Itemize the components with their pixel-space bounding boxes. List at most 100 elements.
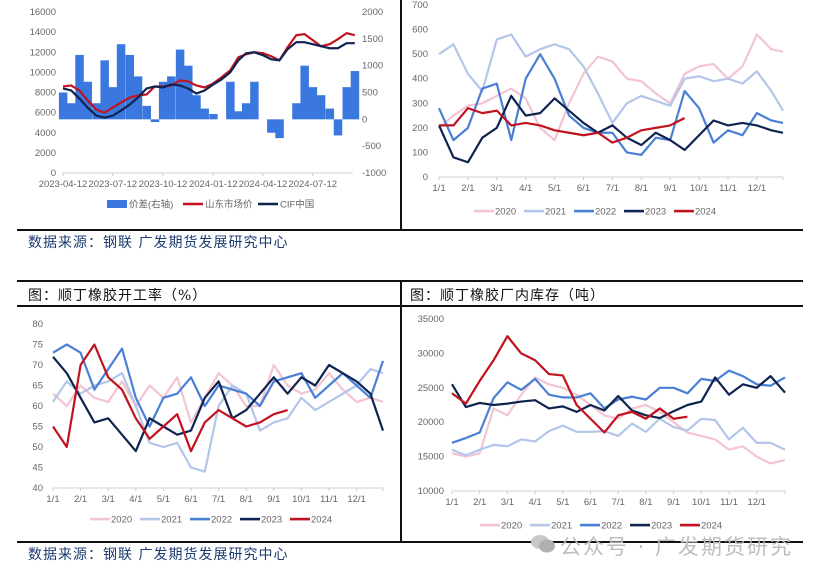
x-tick-label: 8/1 [639, 497, 652, 508]
x-tick-label: 2/1 [461, 183, 474, 194]
x-tick-label: 10/1 [690, 183, 709, 194]
spread-bar [192, 95, 201, 120]
spread-bar [250, 81, 259, 120]
legend-label: 2021 [551, 521, 572, 532]
chart-title-operating-rate: 图：顺丁橡胶开工率（%） [28, 288, 208, 304]
y-tick-label: 45 [32, 463, 43, 474]
spread-bar [275, 119, 284, 139]
series-line-2022 [437, 53, 784, 156]
x-tick-label: 2/1 [473, 497, 486, 508]
spread-bar [308, 87, 318, 120]
y-tick-label: 0 [423, 172, 428, 183]
legend-label: 2020 [501, 521, 522, 532]
legend-label: 2020 [111, 515, 132, 526]
x-tick-label: 4/1 [519, 183, 532, 194]
spread-bar [100, 60, 109, 120]
legend-swatch [290, 517, 310, 521]
spread-bar [292, 103, 301, 120]
x-tick-label: 6/1 [584, 497, 597, 508]
y-tick-label: 4000 [35, 128, 56, 139]
legend-swatch [524, 209, 544, 213]
y-tick-label: 700 [412, 0, 428, 11]
x-tick-label: 5/1 [548, 183, 561, 194]
x-tick-label: 7/1 [212, 494, 225, 505]
x-tick-label: 2024-07-12 [288, 179, 337, 190]
series-line-2021 [451, 417, 786, 457]
legend-swatch [674, 209, 694, 213]
x-tick-label: 10/1 [292, 494, 311, 505]
y-tick-label: 200 [412, 123, 428, 134]
legend-label: 2020 [495, 207, 516, 218]
x-tick-label: 9/1 [267, 494, 280, 505]
top-rule [17, 229, 803, 231]
chart-inventory: 10000 15000 20000 25000 30000 35000 1/1 2/1 3/1 4… [418, 314, 786, 532]
watermark: 公众号 · 广发期货研究 [560, 535, 794, 559]
series-line-2023 [451, 375, 786, 420]
spread-bar [234, 111, 243, 120]
series-line-2021 [438, 33, 784, 125]
legend-label: 2022 [211, 515, 232, 526]
legend-swatch [240, 517, 260, 521]
legend-swatch [474, 209, 494, 213]
legend-swatch [90, 517, 110, 521]
spread-bar [158, 81, 168, 120]
x-tick-label: 10/1 [692, 497, 711, 508]
spread-bar [316, 95, 326, 120]
y2-tick-label: -1000 [362, 168, 386, 179]
spread-bar [108, 87, 118, 120]
y-tick-label: 35000 [418, 314, 444, 325]
y-tick-label: 0 [51, 168, 56, 179]
y-tick-label: 300 [412, 98, 428, 109]
legend-swatch [107, 200, 127, 208]
x-tick-label: 11/1 [320, 494, 338, 505]
legend-label: 价差(右轴) [129, 199, 173, 211]
legend-swatch [140, 517, 160, 521]
y-tick-label: 20000 [418, 417, 444, 428]
series-line-2023 [52, 356, 385, 453]
legend-label: CIF中国 [280, 199, 314, 211]
y-tick-label: 12000 [30, 47, 56, 58]
spread-bar [167, 76, 176, 120]
y-tick-label: 70 [32, 360, 43, 371]
series-line-2020 [52, 363, 384, 424]
wechat-icon [531, 535, 555, 553]
spread-bar [241, 103, 251, 120]
series-line-CIF中国 [62, 41, 355, 119]
x-tick-label: 6/1 [577, 183, 590, 194]
spread-bar [342, 87, 352, 120]
x-tick-label: 1/1 [432, 183, 445, 194]
x-tick-label: 1/1 [445, 497, 458, 508]
spread-bar [300, 65, 309, 120]
y-tick-label: 65 [32, 381, 43, 392]
x-tick-label: 12/1 [748, 183, 767, 194]
data-source-bottom: 数据来源：钢联 广发期货发展研究中心 [28, 547, 289, 563]
y-tick-label: 80 [32, 319, 43, 330]
x-tick-label: 1/1 [46, 494, 59, 505]
y-tick-label: 2000 [35, 148, 56, 159]
spread-bar [350, 71, 360, 120]
y-tick-label: 10000 [418, 486, 444, 497]
y2-tick-label: 1500 [362, 34, 383, 45]
y-tick-label: 600 [412, 25, 428, 36]
spread-bar [209, 113, 218, 120]
x-tick-label: 3/1 [102, 494, 115, 505]
spread-bar [150, 119, 160, 123]
series-line-2020 [451, 376, 786, 465]
chart-price-spread: 0200040006000800010000120001400016000-10… [30, 7, 387, 211]
bottom-rule [17, 541, 803, 543]
spread-bar [58, 92, 68, 120]
y2-tick-label: 1000 [362, 61, 383, 72]
x-tick-label: 7/1 [606, 183, 619, 194]
y-tick-label: 400 [412, 74, 428, 85]
legend-label: 2021 [161, 515, 182, 526]
series-line-2021 [52, 367, 384, 473]
spread-bar [184, 65, 193, 120]
x-tick-label: 5/1 [556, 497, 569, 508]
x-tick-label: 6/1 [184, 494, 197, 505]
spread-bar [67, 103, 76, 120]
x-tick-label: 9/1 [664, 183, 677, 194]
x-tick-label: 7/1 [612, 497, 625, 508]
y-tick-label: 8000 [35, 88, 56, 99]
y2-tick-label: 2000 [362, 7, 383, 18]
legend-label: 2024 [695, 207, 716, 218]
